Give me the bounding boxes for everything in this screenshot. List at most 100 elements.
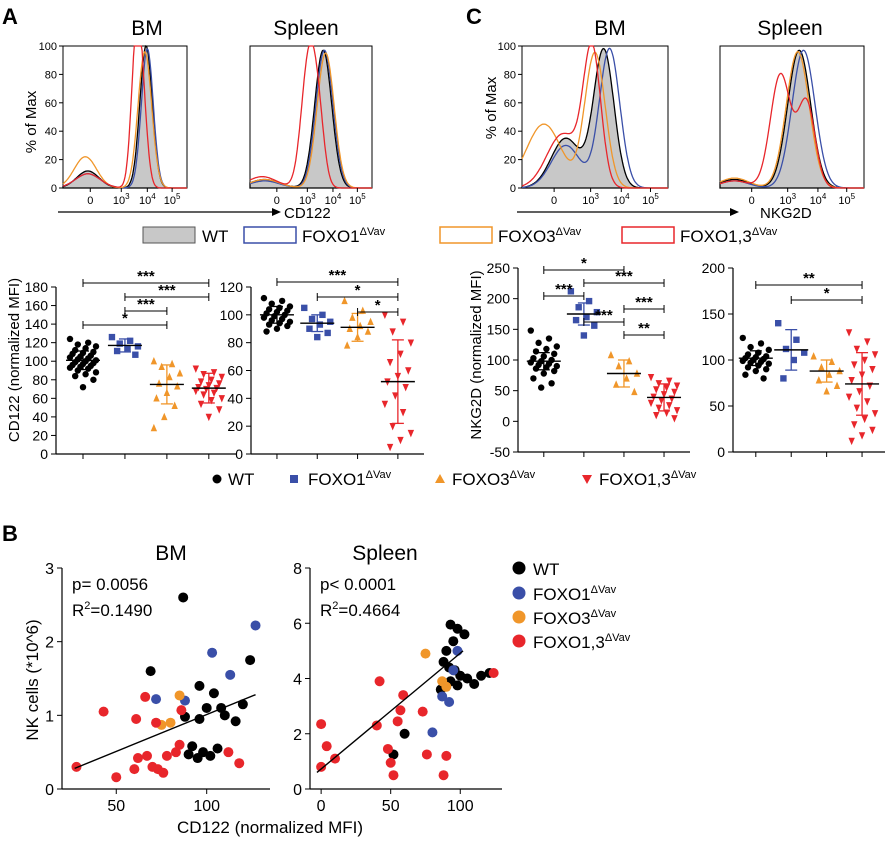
corr-xtick-label: 100	[447, 798, 474, 815]
corr-point	[205, 750, 216, 761]
corr-point	[234, 758, 245, 769]
sig-label: ***	[329, 267, 347, 284]
dot-point	[591, 322, 598, 329]
dot-point	[150, 423, 158, 432]
dot-point	[72, 372, 79, 380]
hist-xtick-label: 0	[551, 195, 557, 207]
corr-point	[250, 620, 261, 631]
sig-label: *	[581, 255, 587, 272]
dot-point	[763, 366, 770, 373]
dot-point	[364, 327, 372, 335]
dot-point	[871, 410, 879, 418]
corr-spleen-title: Spleen	[352, 542, 417, 565]
hist-a-ylabel: % of Max	[23, 90, 40, 153]
hist-c-ylabel: % of Max	[483, 76, 500, 139]
dot-point	[861, 415, 868, 424]
dot-point	[155, 379, 163, 387]
hist-ytick-label: 60	[45, 98, 57, 110]
dot-ytick-label: 250	[487, 260, 511, 276]
hist-curve-wt	[521, 47, 668, 189]
dot-point	[765, 360, 772, 367]
corr-point	[158, 767, 169, 778]
dot-ytick-label: 0	[717, 444, 725, 460]
hist-xtick-label: 103	[113, 192, 130, 207]
dot-point	[668, 395, 676, 403]
dot-point	[585, 297, 593, 305]
sig-label: ***	[137, 296, 155, 313]
dot-legend-marker-foxo13	[582, 475, 592, 484]
corr-point	[452, 645, 463, 656]
corr-xtick-label: 100	[193, 798, 220, 815]
corr-point	[448, 665, 459, 676]
corr-point	[165, 717, 176, 728]
dot-point	[671, 388, 678, 397]
dot-ytick-label: 50	[494, 383, 510, 399]
corr-point	[452, 623, 463, 634]
corr-legend-label-foxo1: FOXO1ΔVav	[533, 584, 617, 604]
dot-point	[218, 373, 226, 382]
dot-point	[612, 380, 620, 388]
dot-point	[548, 380, 555, 387]
dot-point	[858, 432, 866, 440]
panel-label-b: B	[2, 521, 18, 546]
dot-point	[66, 335, 74, 343]
corr-legend-label-wt: WT	[533, 560, 559, 579]
corr-point	[131, 714, 142, 725]
corr-legend-marker-foxo3	[512, 610, 526, 624]
dot-point	[861, 356, 868, 365]
sig-label: *	[355, 282, 361, 299]
dot-point	[197, 378, 205, 386]
hist-ytick-label: 100	[498, 41, 516, 53]
corr-point	[178, 592, 189, 603]
dot-point	[853, 404, 861, 413]
dot-point	[268, 300, 275, 307]
dot-point	[853, 345, 861, 354]
corr-legend: WT FOXO1ΔVav FOXO3ΔVav FOXO1,3ΔVav	[512, 560, 631, 652]
dot-point	[161, 412, 168, 421]
dot-point	[553, 362, 560, 370]
corr-point	[441, 750, 452, 761]
corr-point	[176, 705, 187, 716]
hist-a-arrow-head	[272, 208, 281, 216]
corr-point	[219, 710, 230, 721]
corr-ytick-label: 3	[45, 561, 54, 578]
corr-point	[225, 669, 236, 680]
dot-point	[760, 375, 767, 382]
hist-xtick-label: 0	[749, 195, 755, 207]
dot-point	[666, 377, 673, 386]
corr-legend-marker-wt	[512, 561, 526, 575]
dot-point	[782, 345, 790, 353]
dot-point	[828, 357, 836, 366]
hist-curve-foxo3	[249, 52, 372, 189]
dot-ytick-label: 80	[32, 372, 48, 388]
sig-label: ***	[635, 294, 653, 311]
dot-point	[583, 313, 590, 321]
dot-point	[869, 366, 876, 374]
dot-legend-label-foxo3: FOXO3ΔVav	[452, 469, 536, 489]
dot-point	[205, 413, 213, 422]
corr-point	[174, 739, 185, 750]
dot-point	[567, 288, 575, 295]
corr-point	[192, 753, 203, 764]
corr-legend-label-foxo13: FOXO1,3ΔVav	[533, 632, 631, 652]
dot-point	[349, 313, 356, 321]
sig-label: *	[824, 285, 830, 302]
corr-point	[174, 690, 185, 701]
corr-point	[452, 680, 463, 691]
dot-point	[615, 361, 622, 370]
corr-point	[111, 772, 122, 783]
dot-point	[126, 337, 134, 345]
dot-point	[192, 387, 200, 396]
dot-point	[306, 325, 313, 332]
dot-point	[851, 421, 858, 429]
dot-point	[200, 371, 207, 379]
corr-point	[469, 679, 480, 690]
dot-point	[551, 367, 558, 375]
dot-point	[623, 374, 630, 382]
corr-point	[207, 647, 218, 658]
dot-point	[658, 397, 665, 405]
dot-point	[742, 371, 749, 378]
dot-ytick-label: 100	[220, 307, 244, 323]
dot-point	[790, 356, 798, 364]
